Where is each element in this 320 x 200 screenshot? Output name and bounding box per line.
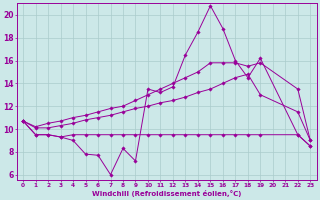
X-axis label: Windchill (Refroidissement éolien,°C): Windchill (Refroidissement éolien,°C) (92, 190, 241, 197)
